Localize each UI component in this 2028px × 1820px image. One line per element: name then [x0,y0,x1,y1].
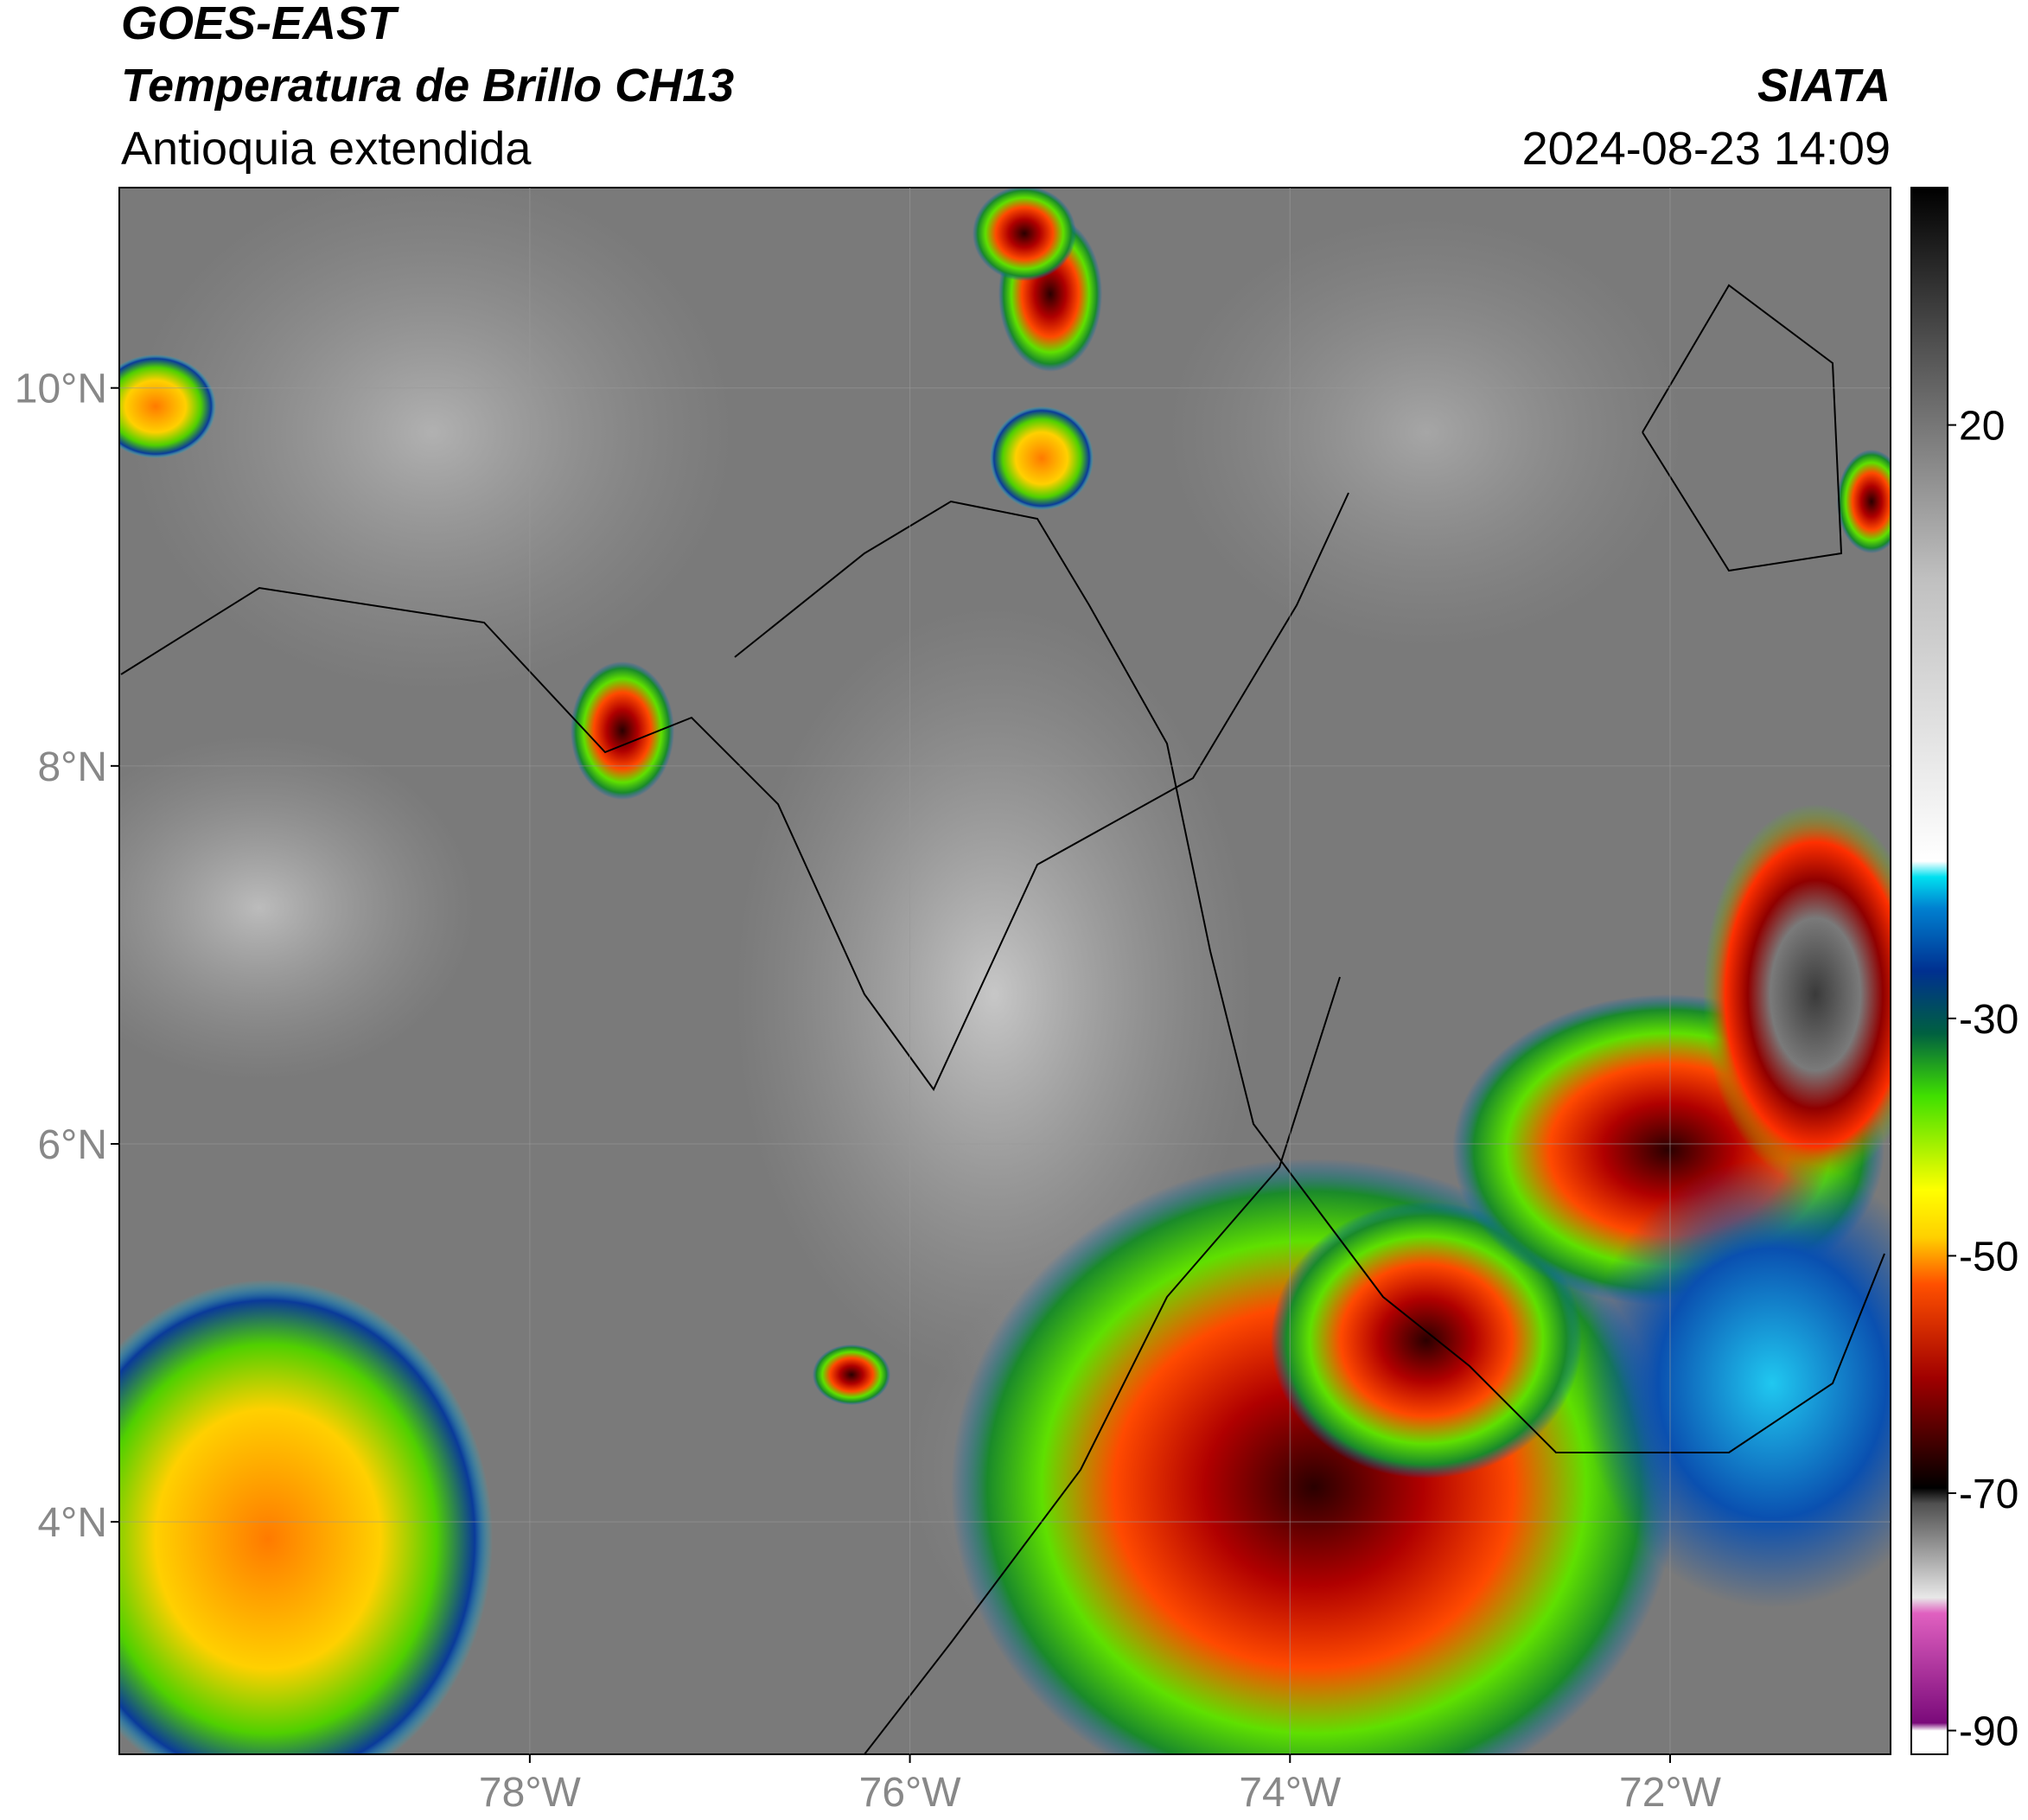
lat-tick-label: 4°N [37,1500,107,1546]
lat-tick-label: 8°N [37,744,107,790]
lon-tick-label: 78°W [479,1770,582,1816]
colorbar-axis: 20 -30 -50 -70 -90 [1948,404,2018,1755]
colorbar [1910,187,1948,1755]
colorbar-tick-label: -90 [1959,1709,2018,1755]
colorbar-tick-label: -70 [1959,1472,2018,1517]
lat-tick-label: 6°N [37,1122,107,1168]
lon-tick-label: 76°W [859,1770,962,1816]
region-subtitle: Antioquia extendida [121,123,532,175]
lon-tick-label: 72°W [1619,1770,1722,1816]
colorbar-tick-label: -50 [1959,1234,2018,1280]
colorbar-tick-label: -30 [1959,997,2018,1043]
source: SIATA [1757,60,1891,112]
satellite-title: GOES-EAST [121,0,399,49]
product-title: Temperatura de Brillo CH13 [121,60,734,112]
map-axes: 78°W 76°W 74°W 72°W 10°N 8°N 6°N 4°N [15,188,1891,1816]
lat-tick-label: 10°N [15,367,107,412]
colorbar-tick-label: 20 [1959,404,2005,450]
datetime: 2024-08-23 14:09 [1522,123,1891,175]
satellite-image [119,188,1891,1754]
map-frame [118,187,1891,1755]
lon-tick-label: 74°W [1239,1770,1342,1816]
